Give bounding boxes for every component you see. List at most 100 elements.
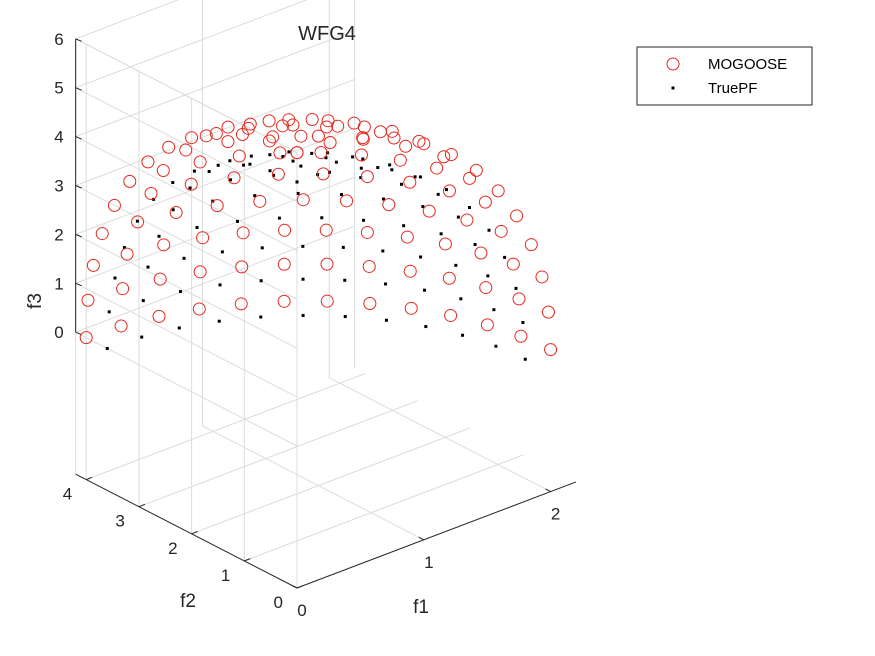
mogoose-point [331,119,345,133]
mogoose-point [437,150,451,164]
truepf-point [424,325,428,329]
mogoose-point [362,259,376,273]
truepf-point [171,181,175,185]
truepf-point [523,357,527,361]
truepf-point [461,333,465,337]
mogoose-point [544,343,558,357]
truepf-point [486,274,490,278]
mogoose-point [417,137,431,151]
z-tick [75,136,82,140]
truepf-point [207,170,211,174]
truepf-point [384,318,388,322]
truepf-point [260,246,264,250]
axes [75,38,577,589]
wall-back-grid-z [75,127,355,235]
mogoose-point [221,135,235,149]
mogoose-point [404,301,418,315]
mogoose-point [340,194,354,208]
wall-left-grid-z [75,136,298,251]
mogoose-point [273,146,287,160]
truepf-point [268,153,272,157]
truepf-point [343,278,347,282]
mogoose-point [438,237,452,251]
wall-back-grid-z [75,176,355,284]
truepf-point [381,197,385,201]
mogoose-point [184,177,198,191]
truepf-point [421,205,425,209]
y-tick-label: 3 [115,512,124,531]
mogoose-point [311,129,325,143]
truepf-point [301,277,305,281]
mogoose-point [290,146,304,160]
mogoose-point [323,136,337,150]
mogoose-point [320,294,334,308]
truepf-point [178,290,182,294]
truepf-point [514,286,518,290]
truepf-point [259,315,263,319]
truepf-point [301,313,305,317]
truepf-point [361,157,365,161]
truepf-point [105,346,109,350]
truepf-point [192,169,196,173]
truepf-point [341,245,345,249]
floor-grid-x [202,425,425,541]
mogoose-point [199,129,213,143]
mogoose-point [494,224,508,238]
truepf-point [362,218,366,222]
truepf-point [419,255,423,259]
x-tick [545,488,551,493]
x-axis-label: f1 [413,597,429,618]
truepf-point [384,282,388,286]
mogoose-point [153,272,167,286]
mogoose-point [232,149,246,163]
mogoose-point [227,171,241,185]
truepf-point [343,315,347,319]
truepf-point [359,176,363,180]
mogoose-point [469,163,483,177]
y-tick [244,558,251,562]
mogoose-point [157,238,171,252]
mogoose-point [185,131,199,145]
z-axis-label: f3 [25,293,46,309]
chart-title: WFG4 [298,23,356,45]
truepf-point [135,219,139,223]
mogoose-point [399,139,413,153]
truepf-point [228,159,232,163]
mogoose-point [385,124,399,138]
truepf-point [299,164,303,168]
wall-left-grid-z [75,87,298,202]
truepf-point [467,206,471,210]
truepf-point [413,175,417,179]
mogoose-point [480,318,494,332]
truepf-point [281,155,285,159]
y-axis-line [75,473,298,589]
mogoose-point [192,302,206,316]
truepf-point [487,228,491,232]
mogoose-point [271,167,285,181]
top-edge-left [75,38,298,154]
mogoose-point [382,198,396,212]
truepf-point [422,288,426,292]
legend-mogoose-label: MOGOOSE [708,56,787,73]
mogoose-point [491,184,505,198]
mogoose-point [131,215,145,229]
mogoose-point [524,238,538,252]
mogoose-point [360,170,374,184]
mogoose-point [277,257,291,271]
truepf-point [301,244,305,248]
legend[interactable]: MOGOOSE TruePF [636,46,813,106]
wall-left-grid-z [75,233,298,349]
mogoose-point [403,264,417,278]
mogoose-point [442,271,456,285]
truepf-point [195,226,199,230]
mogoose-point [356,132,370,146]
mogoose-point [169,206,183,220]
truepf-point [171,208,175,212]
z-tick [75,87,82,91]
truepf-point [503,255,507,259]
truepf-point [217,319,221,323]
wall-back-grid-z [75,0,308,89]
legend-box [636,46,813,106]
mogoose-point [234,297,248,311]
mogoose-point [120,247,134,261]
